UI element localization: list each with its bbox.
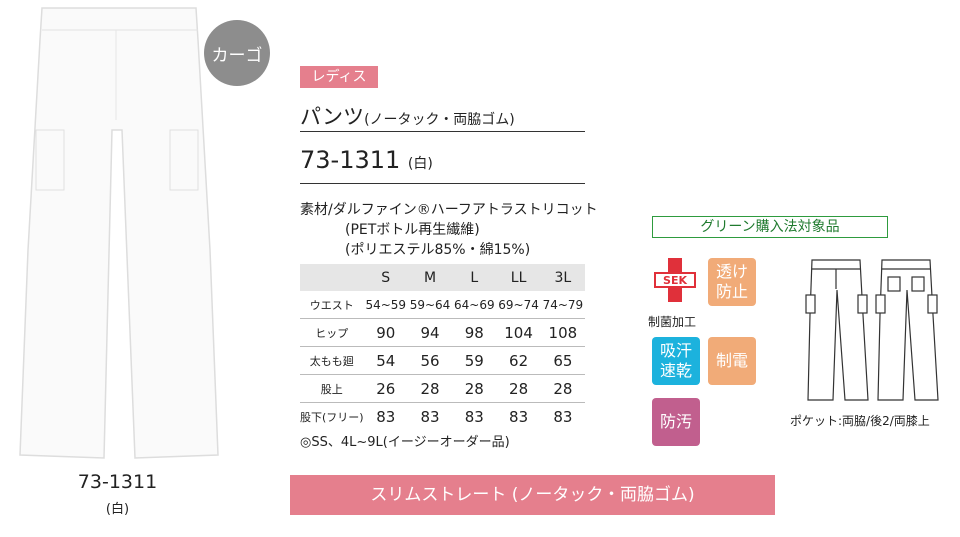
table-cell: 74~79 [542,297,584,312]
line-drawing [805,259,939,401]
rule [300,131,585,132]
name: パンツ [300,105,365,129]
feature: 防汚 [652,398,700,446]
feature: 吸汗 速乾 [652,337,700,385]
feature-text: 制電 [715,351,748,370]
table-cell: 83 [420,407,440,426]
table-cell: 62 [509,351,529,370]
table-cell: ウエスト [309,298,354,312]
table-cell: 83 [464,407,484,426]
code: 73-1311 (白) [300,146,433,174]
product-name: パンツ(ノータック・両脇ゴム) [300,101,515,131]
table-cell: L [470,269,479,286]
feature-text: 防汚 [659,412,692,431]
table-cell: 3L [554,269,572,286]
table-cell: 98 [464,323,484,342]
feature-text: 吸汗 [659,341,692,360]
table-cell: 太もも廻 [309,354,354,368]
sek-icon [654,258,696,302]
table-row: ヒップ 90 94 98 104 108 [300,318,585,347]
table-cell: 108 [548,323,578,342]
sek-mark: SEK [663,274,687,287]
name-note: (ノータック・両脇ゴム) [364,112,515,128]
feature-text: 防止 [715,282,748,301]
table-row: 股下(フリー) 83 83 83 83 83 [300,402,585,431]
table-cell: 54~59 [365,297,407,312]
material: (ポリエステル85%・綿15%) [345,242,531,258]
table-cell: S [381,269,391,286]
sek-caption: 制菌加工 [648,315,697,329]
badge: カーゴ [211,46,263,66]
table-cell: 64~69 [454,297,495,312]
material: 素材/ダルファイン®ハーフアトラストリコット [300,202,598,218]
feature: 制電 [708,337,756,385]
table-cell: LL [510,269,527,286]
rule [300,183,585,184]
table-row: 股上 26 28 28 28 28 [300,374,585,403]
table-cell: 83 [553,407,573,426]
code-text: 73-1311 [300,146,401,174]
table-row: S M L LL 3L [300,264,585,291]
table-cell: ヒップ [315,326,349,340]
table-cell: 94 [420,323,440,342]
badge-circle [204,20,270,86]
table-cell: 59 [464,351,484,370]
table-cell: 26 [376,379,396,398]
table-cell: 28 [464,379,484,398]
table-cell: 90 [376,323,396,342]
table-cell: 56 [420,351,440,370]
feature: 透け 防止 [708,258,756,306]
material: (PETボトル再生繊維) [345,222,480,238]
category: レディス [300,66,378,88]
table-cell: 83 [376,407,396,426]
table-cell: 28 [420,379,440,398]
pocket-note: ポケット:両脇/後2/両膝上 [790,414,930,428]
table-cell: 股上 [320,382,343,396]
footer: スリムストレート (ノータック・両脇ゴム) [290,475,775,515]
green-label: グリーン購入法対象品 [652,216,888,238]
table-cell: 28 [509,379,529,398]
table-cell: 54 [376,351,396,370]
table-row: 太もも廻 54 56 59 62 65 [300,346,585,375]
table-row: ウエスト 54~59 59~64 64~69 69~74 74~79 [300,291,585,319]
table-cell: 65 [553,351,573,370]
photo-code: 73-1311 [77,471,158,493]
table-cell: M [423,269,437,286]
table-cell: 股下(フリー) [300,410,364,424]
feature-text: 透け [715,262,748,281]
size-table: S M L LL 3L ウエスト 54~59 59~64 64~69 69~74 74~79 ヒップ 9… [300,264,585,430]
table-cell: 104 [504,323,533,342]
product-photo [19,7,219,459]
table-cell: 69~74 [498,297,539,312]
photo-color: (白) [105,502,130,517]
table-cell [300,264,364,291]
color-text: (白) [407,156,433,172]
table-cell: 28 [553,379,573,398]
table-cell: 83 [509,407,529,426]
table-cell: 59~64 [409,297,451,312]
feature-text: 速乾 [659,361,692,380]
note: ◎SS、4L~9L(イージーオーダー品) [300,435,510,450]
